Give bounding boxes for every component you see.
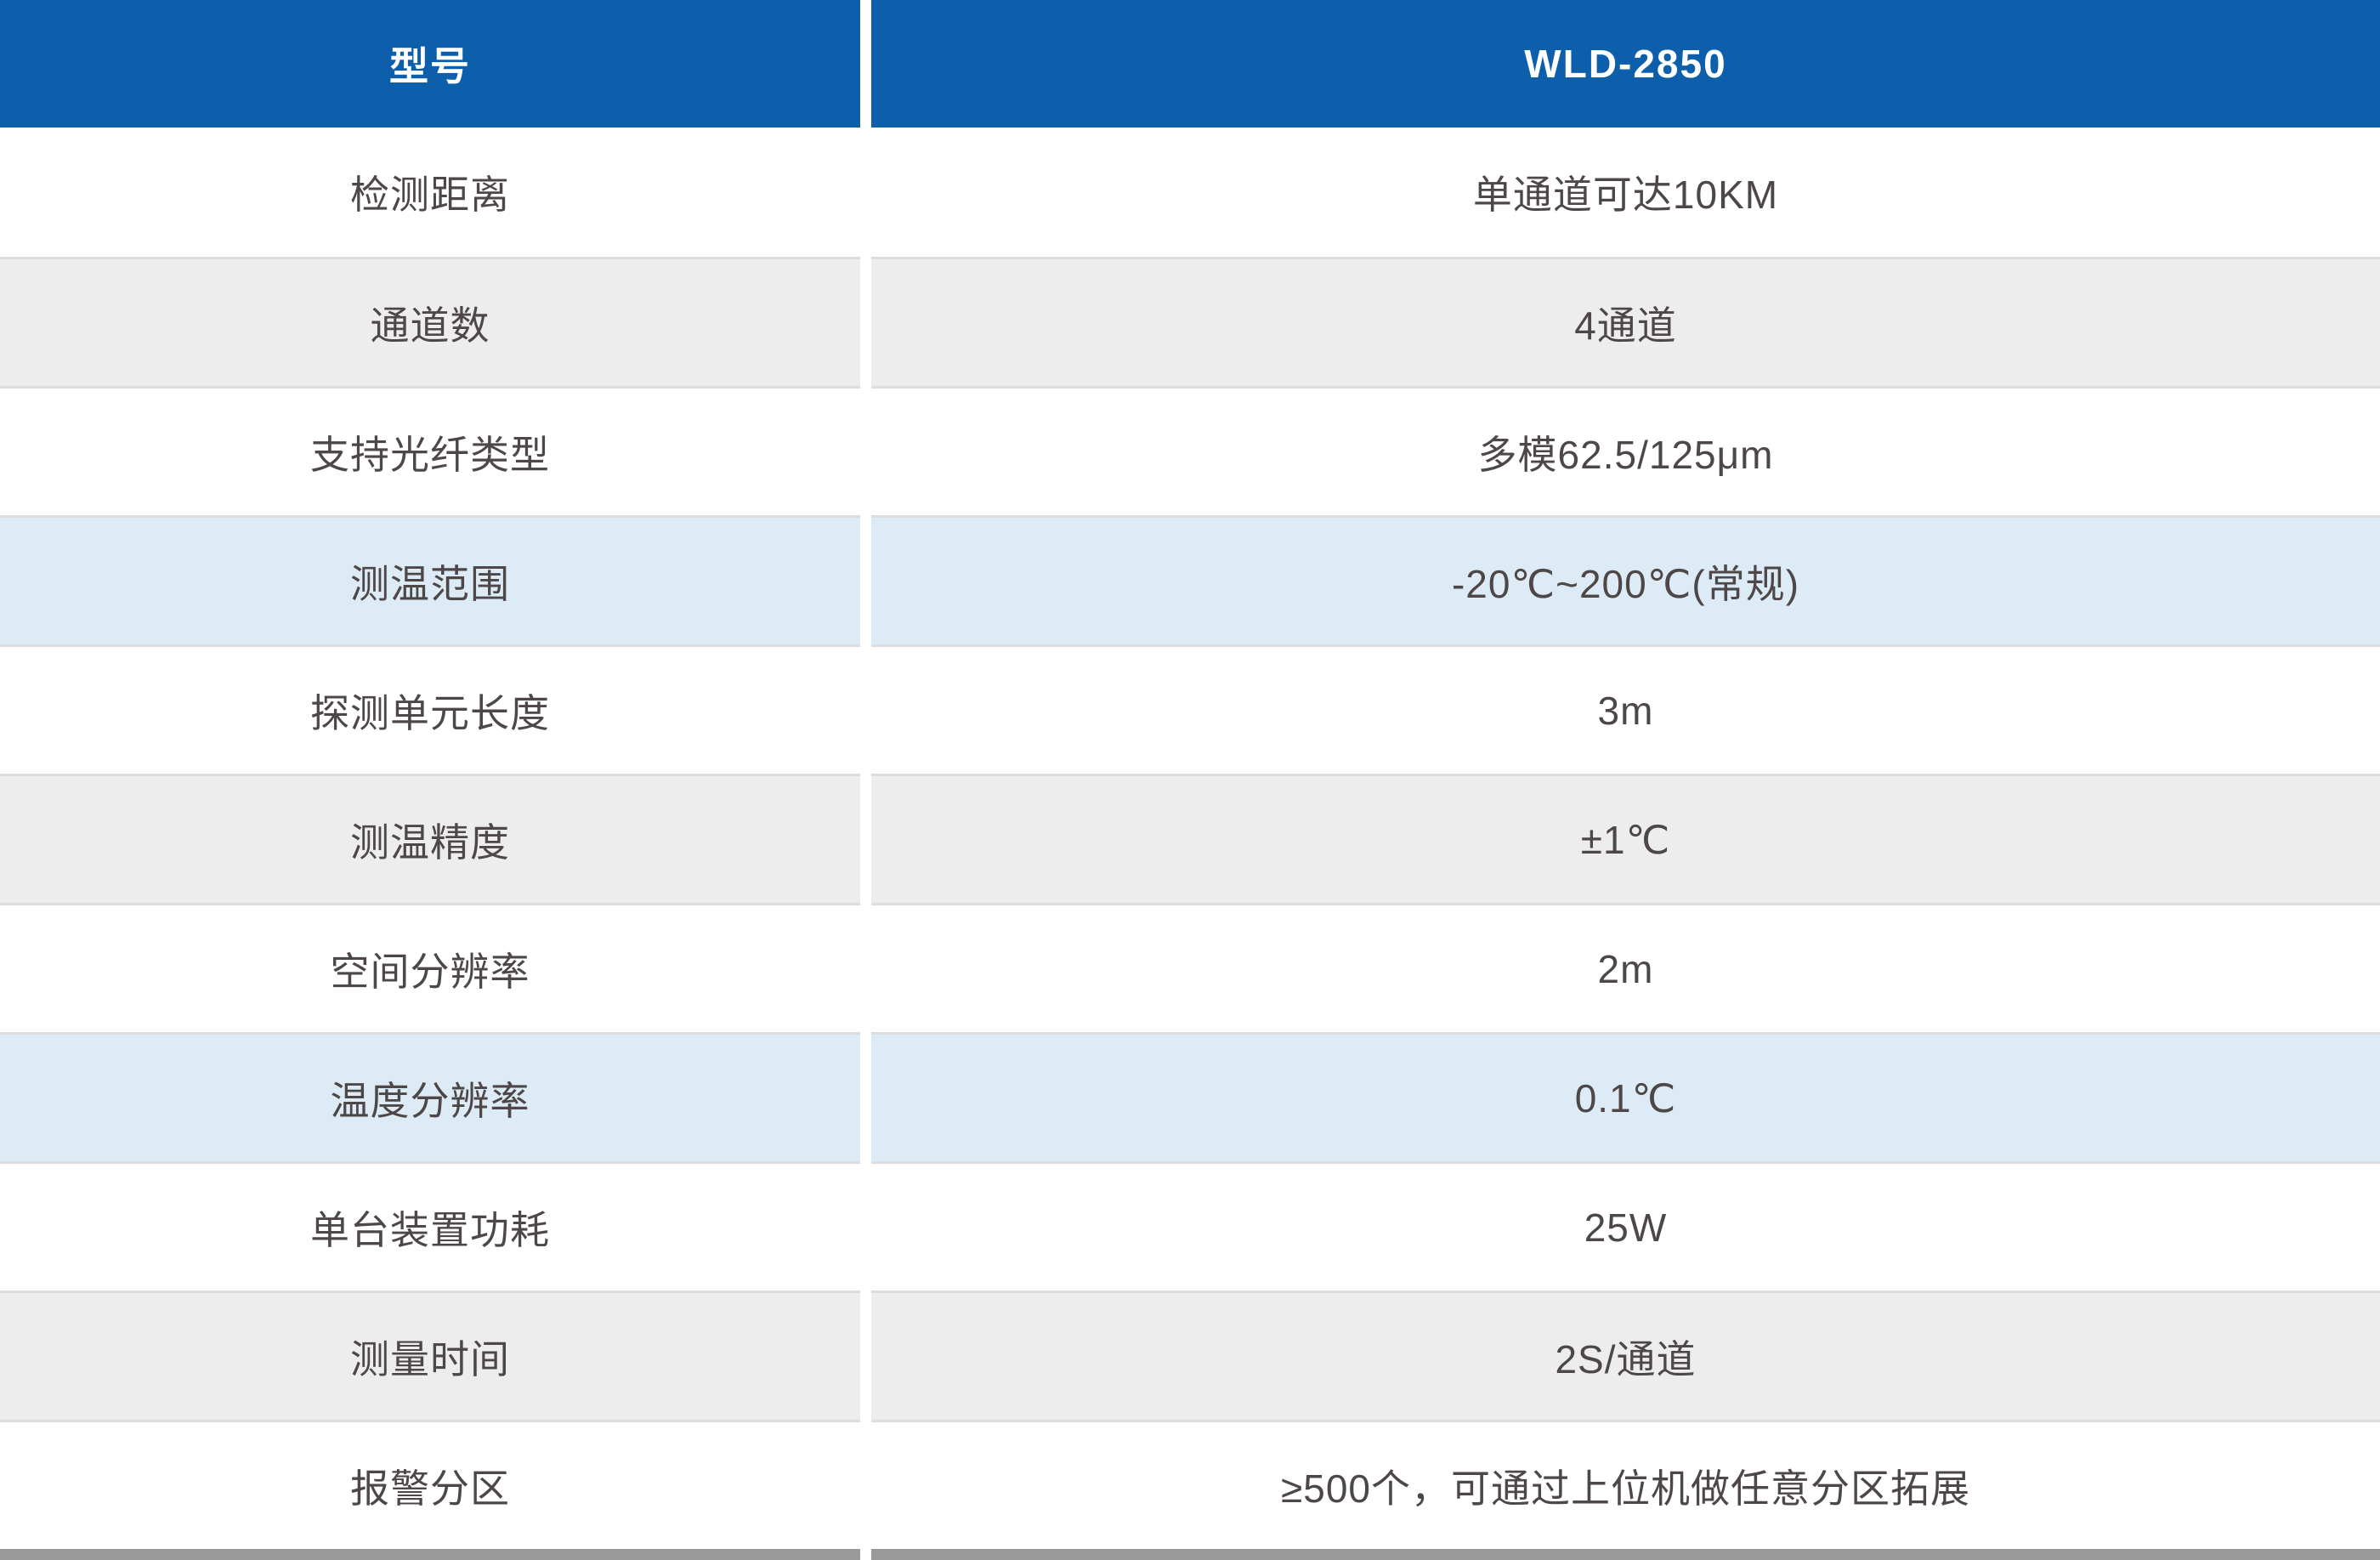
spec-row-temp-resolution: 温度分辨率 0.1℃	[0, 1032, 2380, 1161]
spec-value: 2m	[871, 903, 2380, 1032]
spec-row-power-consumption: 单台装置功耗 25W	[0, 1161, 2380, 1291]
spec-row-detection-distance: 检测距离 单通道可达10KM	[0, 128, 2380, 257]
spec-label: 通道数	[0, 257, 860, 386]
spec-value: -20℃~200℃(常规)	[871, 515, 2380, 644]
spec-label: 支持光纤类型	[0, 386, 860, 515]
bottom-bar-left-segment	[0, 1549, 860, 1560]
spec-label: 探测单元长度	[0, 644, 860, 774]
spec-row-temp-range: 测温范围 -20℃~200℃(常规)	[0, 515, 2380, 644]
spec-label: 测温精度	[0, 774, 860, 903]
spec-row-measure-time: 测量时间 2S/通道	[0, 1291, 2380, 1420]
spec-label: 单台装置功耗	[0, 1161, 860, 1291]
spec-row-unit-length: 探测单元长度 3m	[0, 644, 2380, 774]
spec-value: 4通道	[871, 257, 2380, 386]
spec-value: 0.1℃	[871, 1032, 2380, 1161]
bottom-bar-right-segment	[871, 1549, 2380, 1560]
spec-label: 温度分辨率	[0, 1032, 860, 1161]
spec-label: 空间分辨率	[0, 903, 860, 1032]
spec-label: 测量时间	[0, 1291, 860, 1420]
spec-value: 3m	[871, 644, 2380, 774]
spec-value: 单通道可达10KM	[871, 128, 2380, 257]
spec-row-temp-accuracy: 测温精度 ±1℃	[0, 774, 2380, 903]
spec-value: ±1℃	[871, 774, 2380, 903]
spec-value: 25W	[871, 1161, 2380, 1291]
header-model-value: WLD-2850	[871, 0, 2380, 128]
spec-row-fiber-type: 支持光纤类型 多模62.5/125μm	[0, 386, 2380, 515]
spec-value: ≥500个，可通过上位机做任意分区拓展	[871, 1420, 2380, 1549]
spec-label: 报警分区	[0, 1420, 860, 1549]
spec-label: 检测距离	[0, 128, 860, 257]
spec-row-alarm-zones: 报警分区 ≥500个，可通过上位机做任意分区拓展	[0, 1420, 2380, 1549]
spec-row-channel-count: 通道数 4通道	[0, 257, 2380, 386]
table-header-row: 型号 WLD-2850	[0, 0, 2380, 128]
spec-label: 测温范围	[0, 515, 860, 644]
spec-value: 2S/通道	[871, 1291, 2380, 1420]
spec-value: 多模62.5/125μm	[871, 386, 2380, 515]
header-model-label: 型号	[0, 0, 860, 128]
spec-row-spatial-resolution: 空间分辨率 2m	[0, 903, 2380, 1032]
table-bottom-bar	[0, 1549, 2380, 1560]
